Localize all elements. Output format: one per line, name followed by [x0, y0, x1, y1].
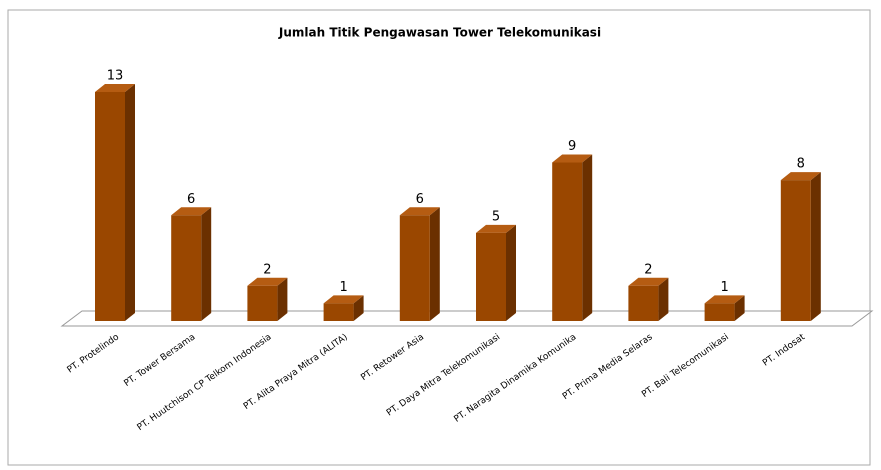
bar — [399, 207, 440, 321]
data-label: 5 — [492, 209, 500, 224]
data-label: 9 — [568, 139, 576, 154]
bar-face — [658, 277, 669, 321]
bar-face — [704, 295, 745, 304]
bar-face — [171, 207, 212, 216]
bar-face — [399, 207, 440, 216]
bar — [95, 84, 135, 321]
data-label: 6 — [187, 192, 195, 207]
bar — [552, 154, 593, 321]
bar-face — [552, 162, 583, 321]
bar-face — [201, 207, 212, 321]
bar-face — [353, 295, 364, 321]
bar-face — [780, 180, 811, 321]
bar — [247, 277, 288, 321]
bar-face — [780, 172, 821, 181]
bar-face — [628, 285, 659, 321]
bar-face — [323, 295, 364, 304]
bar-face — [95, 84, 135, 92]
bar — [171, 207, 212, 321]
bar — [780, 172, 821, 321]
bar-face — [552, 154, 593, 163]
bar-face — [277, 277, 288, 321]
data-label: 8 — [797, 157, 805, 172]
bar-face — [125, 84, 135, 321]
bar-face — [323, 303, 354, 321]
data-label: 13 — [107, 69, 124, 84]
bar-face — [704, 303, 735, 321]
data-label: 2 — [644, 262, 652, 277]
bar-face — [476, 224, 516, 233]
bar-face — [95, 92, 125, 321]
bar-face — [476, 232, 506, 321]
data-label: 1 — [339, 280, 347, 295]
bar — [323, 295, 364, 321]
bar-face — [582, 154, 593, 321]
bar-face — [247, 277, 288, 286]
bar — [476, 224, 516, 321]
bar-face — [810, 172, 821, 321]
bar — [704, 295, 745, 321]
bar-face — [399, 215, 430, 321]
bar-face — [247, 285, 278, 321]
bar-face — [429, 207, 440, 321]
bar-face — [506, 224, 516, 321]
data-label: 1 — [720, 280, 728, 295]
bar-face — [734, 295, 745, 321]
bar — [628, 277, 669, 321]
data-label: 2 — [263, 262, 271, 277]
chart-title: Jumlah Titik Pengawasan Tower Telekomuni… — [278, 26, 601, 40]
data-label: 6 — [416, 192, 424, 207]
bar-face — [171, 215, 202, 321]
bar-face — [628, 277, 669, 286]
